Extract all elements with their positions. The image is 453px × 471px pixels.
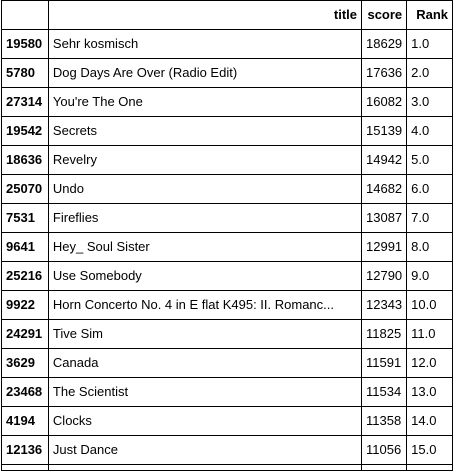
table-row-partial	[1, 464, 453, 471]
score-cell: 11825	[361, 319, 408, 349]
row-index: 3629	[1, 348, 49, 378]
row-index: 4194	[1, 406, 49, 436]
table-row: 27314 You're The One 16082 3.0	[1, 87, 453, 117]
rank-cell: 3.0	[406, 87, 453, 117]
rank-cell: 2.0	[406, 58, 453, 88]
rank-header: Rank	[406, 0, 453, 30]
score-cell: 14942	[361, 145, 408, 175]
rank-cell: 13.0	[406, 377, 453, 407]
rank-cell: 9.0	[406, 261, 453, 291]
title-header: title	[47, 0, 363, 30]
table-row: 24291 Tive Sim 11825 11.0	[1, 319, 453, 349]
row-index: 25070	[1, 174, 49, 204]
table-row: 18636 Revelry 14942 5.0	[1, 145, 453, 175]
table-row: 7531 Fireflies 13087 7.0	[1, 203, 453, 233]
title-cell: Fireflies	[47, 203, 363, 233]
score-cell: 11358	[361, 406, 408, 436]
row-index: 7531	[1, 203, 49, 233]
table-row: 5780 Dog Days Are Over (Radio Edit) 17636 2…	[1, 58, 453, 88]
rank-cell: 15.0	[406, 435, 453, 465]
rank-cell: 4.0	[406, 116, 453, 146]
rank-cell: 5.0	[406, 145, 453, 175]
table-row: 23468 The Scientist 11534 13.0	[1, 377, 453, 407]
row-index: 24291	[1, 319, 49, 349]
partial-cell	[1, 464, 49, 471]
partial-cell	[47, 464, 363, 471]
row-index: 5780	[1, 58, 49, 88]
table-row: 9922 Horn Concerto No. 4 in E flat K495: …	[1, 290, 453, 320]
partial-cell	[406, 464, 453, 471]
rank-cell: 7.0	[406, 203, 453, 233]
row-index: 25216	[1, 261, 49, 291]
header-row: title score Rank	[1, 0, 453, 30]
score-cell: 12991	[361, 232, 408, 262]
row-index: 23468	[1, 377, 49, 407]
score-cell: 12343	[361, 290, 408, 320]
row-index: 12136	[1, 435, 49, 465]
row-index: 19542	[1, 116, 49, 146]
score-cell: 17636	[361, 58, 408, 88]
table-row: 3629 Canada 11591 12.0	[1, 348, 453, 378]
title-cell: Just Dance	[47, 435, 363, 465]
title-cell: Tive Sim	[47, 319, 363, 349]
title-cell: Sehr kosmisch	[47, 29, 363, 59]
title-cell: Secrets	[47, 116, 363, 146]
score-cell: 12790	[361, 261, 408, 291]
row-index: 27314	[1, 87, 49, 117]
table-row: 4194 Clocks 11358 14.0	[1, 406, 453, 436]
title-cell: Dog Days Are Over (Radio Edit)	[47, 58, 363, 88]
row-index: 18636	[1, 145, 49, 175]
partial-cell	[361, 464, 408, 471]
title-cell: Horn Concerto No. 4 in E flat K495: II. …	[47, 290, 363, 320]
score-cell: 18629	[361, 29, 408, 59]
score-cell: 13087	[361, 203, 408, 233]
table-row: 25216 Use Somebody 12790 9.0	[1, 261, 453, 291]
title-cell: Hey_ Soul Sister	[47, 232, 363, 262]
score-header: score	[361, 0, 408, 30]
rank-cell: 10.0	[406, 290, 453, 320]
score-cell: 15139	[361, 116, 408, 146]
title-cell: Revelry	[47, 145, 363, 175]
score-cell: 11056	[361, 435, 408, 465]
table-body: 19580 Sehr kosmisch 18629 1.0 5780 Dog Days A…	[1, 29, 453, 471]
title-cell: Undo	[47, 174, 363, 204]
title-cell: You're The One	[47, 87, 363, 117]
index-header	[1, 0, 49, 30]
title-cell: Clocks	[47, 406, 363, 436]
row-index: 19580	[1, 29, 49, 59]
rank-cell: 12.0	[406, 348, 453, 378]
table-row: 25070 Undo 14682 6.0	[1, 174, 453, 204]
rank-cell: 6.0	[406, 174, 453, 204]
rank-cell: 1.0	[406, 29, 453, 59]
table-header: title score Rank	[1, 0, 453, 30]
score-cell: 16082	[361, 87, 408, 117]
row-index: 9922	[1, 290, 49, 320]
row-index: 9641	[1, 232, 49, 262]
rank-cell: 14.0	[406, 406, 453, 436]
title-cell: Canada	[47, 348, 363, 378]
title-cell: Use Somebody	[47, 261, 363, 291]
score-cell: 11534	[361, 377, 408, 407]
table-row: 19542 Secrets 15139 4.0	[1, 116, 453, 146]
score-cell: 14682	[361, 174, 408, 204]
rank-cell: 11.0	[406, 319, 453, 349]
table-row: 19580 Sehr kosmisch 18629 1.0	[1, 29, 453, 59]
table-row: 9641 Hey_ Soul Sister 12991 8.0	[1, 232, 453, 262]
rank-cell: 8.0	[406, 232, 453, 262]
title-cell: The Scientist	[47, 377, 363, 407]
table-row: 12136 Just Dance 11056 15.0	[1, 435, 453, 465]
score-cell: 11591	[361, 348, 408, 378]
